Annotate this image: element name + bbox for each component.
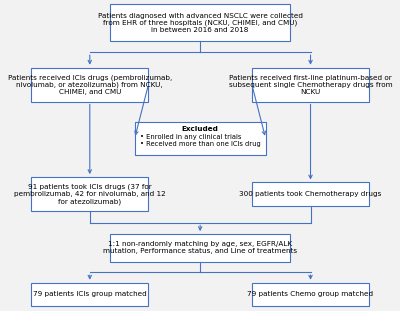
Text: Patients diagnosed with advanced NSCLC were collected
from EHR of three hospital: Patients diagnosed with advanced NSCLC w… <box>98 13 303 33</box>
FancyBboxPatch shape <box>135 122 266 155</box>
FancyBboxPatch shape <box>252 68 369 102</box>
Text: Patients received first-line platinum-based or
subsequent single Chemotherapy dr: Patients received first-line platinum-ba… <box>229 75 392 95</box>
Text: Patients received ICIs drugs (pembrolizumab,
nivolumab, or atezolizumab) from NC: Patients received ICIs drugs (pembrolizu… <box>8 74 172 95</box>
FancyBboxPatch shape <box>252 283 369 306</box>
FancyBboxPatch shape <box>110 234 290 262</box>
FancyBboxPatch shape <box>31 68 148 102</box>
FancyBboxPatch shape <box>31 283 148 306</box>
FancyBboxPatch shape <box>31 177 148 211</box>
Text: 300 patients took Chemotherapy drugs: 300 patients took Chemotherapy drugs <box>239 191 382 197</box>
Text: 79 patients ICIs group matched: 79 patients ICIs group matched <box>33 291 147 297</box>
FancyBboxPatch shape <box>252 183 369 206</box>
Text: 79 patients Chemo group matched: 79 patients Chemo group matched <box>248 291 374 297</box>
FancyBboxPatch shape <box>110 4 290 41</box>
Text: • Enrolled in any clinical trials
• Received more than one ICIs drug: • Enrolled in any clinical trials • Rece… <box>140 134 260 147</box>
Text: 1:1 non-randomly matching by age, sex, EGFR/ALK
mutation, Performance status, an: 1:1 non-randomly matching by age, sex, E… <box>103 241 297 254</box>
Text: 91 patients took ICIs drugs (37 for
pembrolizumab, 42 for nivolumab, and 12
for : 91 patients took ICIs drugs (37 for pemb… <box>14 183 166 205</box>
Text: Excluded: Excluded <box>182 126 218 132</box>
